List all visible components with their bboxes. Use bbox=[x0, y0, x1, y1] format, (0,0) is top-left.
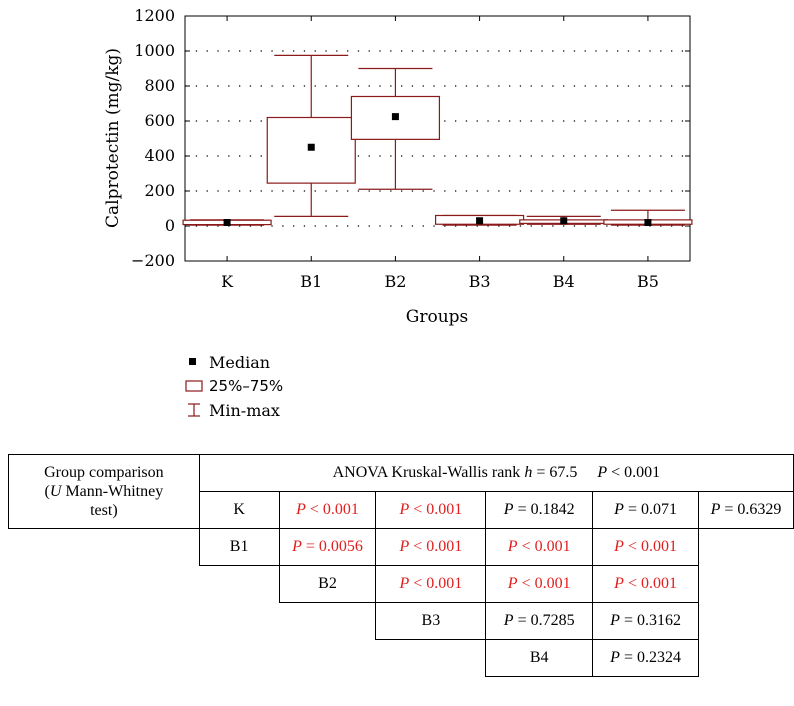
pcell-b2-b4: P < 0.001 bbox=[485, 565, 594, 603]
pcell-b4-b5: P = 0.2324 bbox=[592, 639, 700, 677]
legend-whisker: Min-max bbox=[185, 398, 283, 422]
y-tick-label: 200 bbox=[144, 181, 175, 200]
table-row: B4 P = 0.2324 bbox=[9, 639, 794, 677]
comparison-table: Group comparison (U Mann-Whitney test) A… bbox=[8, 454, 794, 677]
header-line-1: Group comparison bbox=[44, 464, 164, 481]
y-tick-label: −200 bbox=[131, 251, 175, 270]
anova-p: P bbox=[597, 464, 608, 481]
anova-p-value: < 0.001 bbox=[611, 464, 661, 481]
pcell-k-b1: P < 0.001 bbox=[278, 491, 377, 529]
y-tick-label: 400 bbox=[144, 146, 175, 165]
table-row: K P < 0.001 P < 0.001 P = 0.1842 P = 0.0… bbox=[9, 491, 794, 529]
median-point bbox=[644, 219, 652, 226]
median-point bbox=[560, 217, 568, 225]
y-tick-label: 800 bbox=[144, 76, 175, 95]
table-row: B3 P = 0.7285 P = 0.3162 bbox=[9, 602, 794, 640]
median-marker-icon bbox=[185, 356, 209, 368]
y-axis-ticks: −200 0 200 400 600 800 1000 1200 bbox=[131, 6, 690, 270]
y-axis-label: Calprotectin (mg/kg) bbox=[103, 48, 123, 228]
x-axis-label: Groups bbox=[406, 307, 469, 327]
pcell-b2-b3: P < 0.001 bbox=[375, 565, 487, 603]
plot-frame bbox=[184, 15, 691, 262]
x-tick-label: B3 bbox=[469, 272, 491, 291]
box-b3 bbox=[434, 214, 525, 226]
header-mw: Mann-Whitney bbox=[65, 483, 164, 500]
x-axis-ticks: K B1 B2 B3 B4 B5 bbox=[221, 16, 659, 291]
pcell-k-b4: P = 0.071 bbox=[592, 491, 700, 529]
box-swatch-icon bbox=[185, 379, 209, 393]
pcell-b1-b5: P < 0.001 bbox=[592, 528, 700, 566]
legend-median: Median bbox=[185, 350, 283, 374]
row-label-b4: B4 bbox=[485, 639, 594, 677]
x-tick-label: B4 bbox=[553, 272, 575, 291]
iqr-box bbox=[266, 116, 356, 184]
y-tick-label: 600 bbox=[144, 111, 175, 130]
y-tick-label: 1200 bbox=[134, 6, 175, 25]
row-label-k: K bbox=[198, 491, 280, 529]
legend-whisker-label: Min-max bbox=[209, 400, 280, 420]
median-point bbox=[391, 113, 399, 121]
box-b1 bbox=[266, 54, 356, 217]
row-label-b3: B3 bbox=[375, 602, 487, 640]
box-plot-chart: −200 0 200 400 600 800 1000 1200 K B1 B2 B3 B4 B5 Gr… bbox=[103, 6, 693, 327]
pcell-k-b2: P < 0.001 bbox=[375, 491, 487, 529]
pcell-b3-b5: P = 0.3162 bbox=[592, 602, 700, 640]
box-b2 bbox=[350, 67, 441, 190]
median-point bbox=[307, 143, 315, 151]
anova-prefix: ANOVA Kruskal-Wallis rank bbox=[332, 464, 521, 481]
y-tick-label: 0 bbox=[165, 216, 175, 235]
median-point bbox=[223, 219, 231, 226]
pcell-b1-b2: P = 0.0056 bbox=[278, 528, 377, 566]
pcell-b1-b4: P < 0.001 bbox=[485, 528, 594, 566]
x-tick-label: B1 bbox=[300, 272, 322, 291]
pcell-k-b3: P = 0.1842 bbox=[485, 491, 594, 529]
legend: Median 25%–75% Min-max bbox=[185, 350, 283, 422]
boxes-layer bbox=[182, 54, 693, 226]
legend-box-label: 25%–75% bbox=[209, 377, 284, 395]
group-comparison-header: Group comparison (U Mann-Whitney test) bbox=[8, 454, 200, 529]
legend-median-label: Median bbox=[209, 352, 271, 372]
header-line-3: test) bbox=[90, 502, 118, 519]
pcell-b2-b5: P < 0.001 bbox=[592, 565, 700, 603]
table-row: B2 P < 0.001 P < 0.001 P < 0.001 bbox=[9, 565, 794, 603]
row-label-b2: B2 bbox=[278, 565, 377, 603]
u-label: U bbox=[49, 483, 62, 500]
pcell-b3-b4: P = 0.7285 bbox=[485, 602, 594, 640]
table-row: Group comparison (U Mann-Whitney test) A… bbox=[8, 454, 794, 529]
x-tick-label: B5 bbox=[637, 272, 659, 291]
legend-box: 25%–75% bbox=[185, 374, 283, 398]
median-point bbox=[476, 217, 484, 225]
whisker-icon bbox=[185, 402, 209, 418]
x-tick-label: B2 bbox=[384, 272, 406, 291]
header-line-2: (U Mann-Whitney bbox=[44, 483, 164, 500]
x-tick-label: K bbox=[221, 272, 234, 291]
row-label-b1: B1 bbox=[198, 528, 280, 566]
table-row: B1 P = 0.0056 P < 0.001 P < 0.001 P < 0.… bbox=[9, 528, 794, 566]
anova-h: h bbox=[524, 464, 533, 481]
box-b5 bbox=[603, 209, 693, 226]
box-k bbox=[182, 219, 272, 226]
box-b4 bbox=[519, 215, 609, 225]
pcell-k-b5: P = 0.6329 bbox=[698, 491, 794, 529]
pcell-b1-b3: P < 0.001 bbox=[375, 528, 487, 566]
y-tick-label: 1000 bbox=[134, 41, 175, 60]
anova-header: ANOVA Kruskal-Wallis rank h = 67.5 P < 0… bbox=[198, 454, 794, 492]
anova-h-value: = 67.5 bbox=[536, 464, 578, 481]
